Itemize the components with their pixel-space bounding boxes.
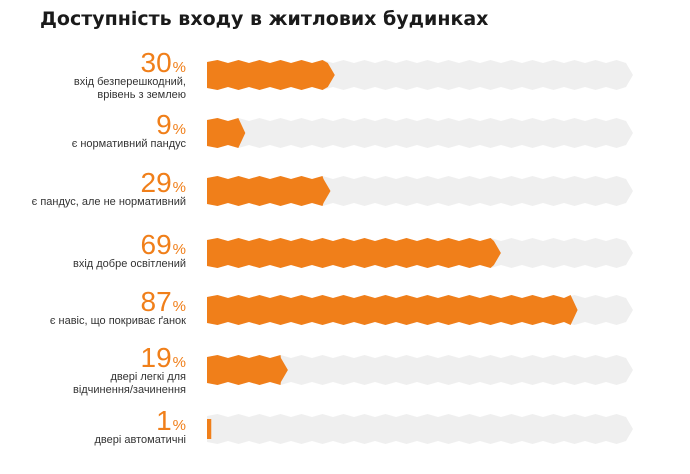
value-unit: %: [173, 417, 186, 434]
bar: [207, 419, 212, 439]
bar: [207, 238, 501, 268]
category-label: відчинення/зачинення: [73, 384, 186, 396]
value-unit: %: [173, 179, 186, 196]
value-label: 1%: [156, 405, 186, 436]
category-label: двері легкі для: [110, 371, 186, 383]
category-label: є навіс, що покриває ґанок: [50, 315, 186, 327]
bar-row: 30%вхід безперешкодний,врівень з землею: [74, 47, 633, 101]
bar-row: 29%є пандус, але не нормативний: [32, 167, 633, 208]
bar: [207, 118, 246, 148]
category-label: двері автоматичні: [95, 434, 187, 446]
bar: [207, 295, 578, 325]
value-label: 29%: [141, 167, 187, 198]
value-label: 19%: [141, 342, 187, 373]
bar-row: 1%двері автоматичні: [95, 405, 633, 446]
bar-row: 9%є нормативний пандус: [72, 109, 633, 150]
bar: [207, 355, 288, 385]
value-label: 87%: [141, 286, 187, 317]
value-label: 69%: [141, 229, 187, 260]
category-label: є нормативний пандус: [72, 138, 187, 150]
value-unit: %: [173, 298, 186, 315]
value-number: 29: [141, 167, 172, 198]
value-unit: %: [173, 354, 186, 371]
value-number: 9: [156, 109, 172, 140]
value-number: 30: [141, 47, 172, 78]
chart-title: Доступність входу в житлових будинках: [40, 8, 489, 30]
value-label: 9%: [156, 109, 186, 140]
bar: [207, 176, 331, 206]
value-number: 69: [141, 229, 172, 260]
category-label: врівень з землею: [97, 89, 186, 101]
value-number: 1: [156, 405, 172, 436]
value-number: 19: [141, 342, 172, 373]
bar-track: [207, 355, 633, 385]
bar-track: [207, 414, 633, 444]
category-label: вхід безперешкодний,: [74, 76, 186, 88]
category-label: вхід добре освітлений: [73, 258, 186, 270]
value-number: 87: [141, 286, 172, 317]
bar-row: 69%вхід добре освітлений: [73, 229, 633, 270]
bar-track: [207, 118, 633, 148]
bar: [207, 60, 335, 90]
value-unit: %: [173, 59, 186, 76]
category-label: є пандус, але не нормативний: [32, 196, 186, 208]
value-label: 30%: [141, 47, 187, 78]
bar-row: 87%є навіс, що покриває ґанок: [50, 286, 633, 327]
value-unit: %: [173, 241, 186, 258]
value-unit: %: [173, 121, 186, 138]
